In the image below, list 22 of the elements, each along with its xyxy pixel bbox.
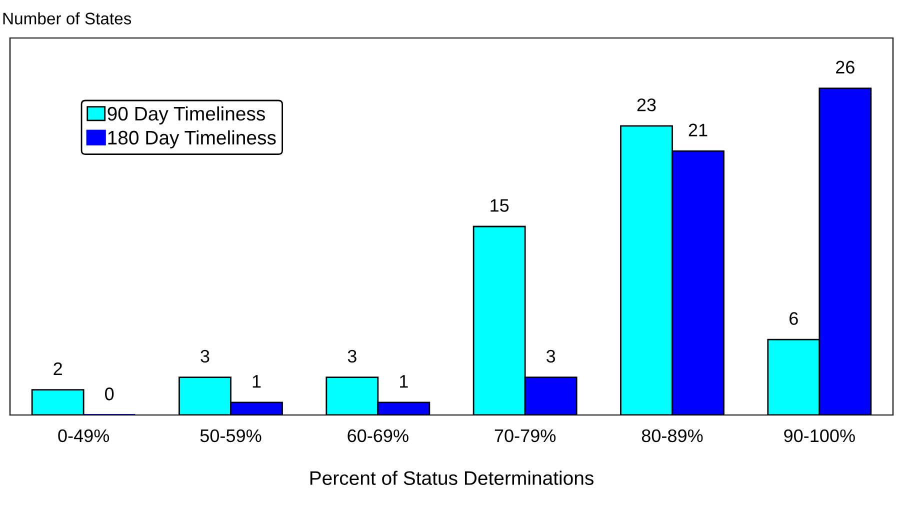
x-axis-title: Percent of Status Determinations — [310, 470, 594, 486]
data-label: 3 — [200, 350, 210, 363]
y-axis-title: Number of States — [3, 12, 132, 24]
data-label: 21 — [688, 124, 708, 136]
x-tick-label: 50-59% — [200, 429, 262, 442]
data-label: 1 — [252, 375, 261, 388]
x-tick-label: 80-89% — [642, 429, 703, 442]
data-label: 6 — [790, 312, 798, 325]
x-tick-label: 0-49% — [58, 429, 110, 442]
data-label: 0 — [105, 388, 114, 400]
data-label: 15 — [490, 199, 509, 212]
data-label: 26 — [836, 60, 854, 74]
x-tick-label: 90-100% — [784, 429, 855, 442]
data-label: 3 — [546, 350, 556, 363]
legend-label: 90 Day Timeliness — [108, 106, 265, 124]
data-label: 23 — [637, 98, 656, 112]
x-tick-label: 60-69% — [348, 429, 408, 442]
data-label: 2 — [54, 362, 62, 376]
data-label: 1 — [400, 375, 408, 388]
legend-label: 180 Day Timeliness — [108, 130, 276, 148]
data-label: 3 — [348, 350, 356, 363]
x-tick-label: 70-79% — [494, 429, 556, 442]
